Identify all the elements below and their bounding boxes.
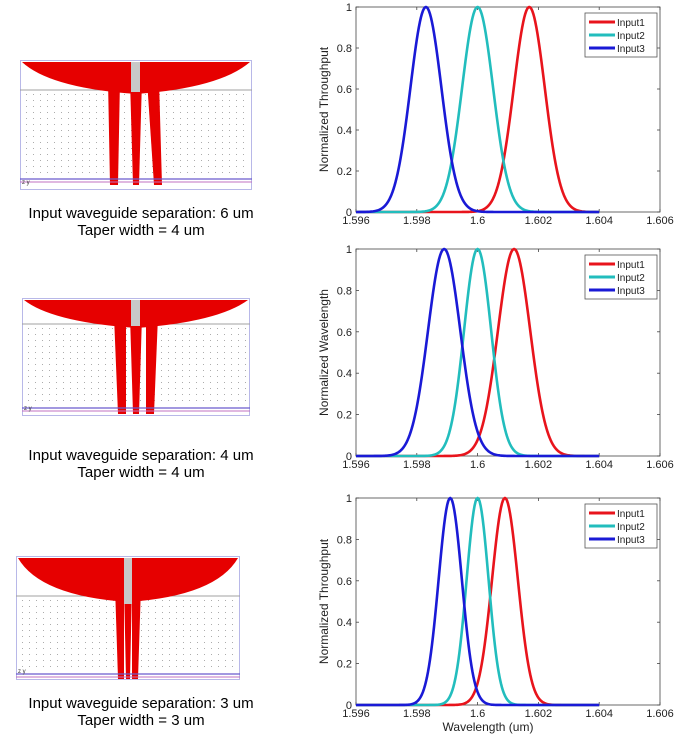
y-tick-label: 0 [346, 700, 352, 712]
y-tick-label: 0.8 [337, 43, 352, 55]
y-tick-label: 0.6 [337, 327, 352, 339]
axis-glyph: z y [22, 180, 30, 186]
input-waveguide-right [147, 80, 162, 185]
y-tick-label: 0.4 [337, 617, 352, 629]
axis-glyph: z y [24, 406, 32, 412]
device-schematic-3: z y [16, 556, 240, 680]
device-schematic-1: z y [20, 60, 252, 190]
y-tick-label: 0.6 [337, 576, 352, 588]
chart-2: 1.596 1.598 1.6 1.602 1.604 1.606 0 0.2 0.4 0.6 0.… [317, 244, 674, 471]
x-tick-label: 1.602 [525, 215, 553, 227]
x-tick-label: 1.596 [342, 708, 370, 720]
axis-glyph: z y [18, 669, 26, 675]
chart-3: 1.596 1.598 1.6 1.602 1.604 1.606 0 0.2 0.4 0.6 0.… [317, 493, 674, 734]
series-line-input3 [355, 247, 600, 458]
legend-label: Input2 [617, 273, 645, 284]
legend-label: Input3 [617, 44, 645, 55]
input-waveguide-right [132, 586, 141, 679]
center-core [131, 62, 140, 92]
x-tick-label: 1.604 [585, 708, 613, 720]
input-waveguide-center [130, 316, 142, 414]
x-tick-label: 1.6 [470, 459, 485, 471]
y-tick-label: 0.4 [337, 125, 352, 137]
device-caption-2-line2: Taper width = 4 um [77, 464, 205, 481]
dot-grid [26, 94, 244, 173]
legend-label: Input1 [617, 260, 645, 271]
x-tick-label: 1.598 [403, 708, 431, 720]
y-tick-label: 0.8 [337, 285, 352, 297]
x-tick-label: 1.606 [646, 215, 674, 227]
device-caption-1-line2: Taper width = 4 um [77, 222, 205, 239]
input-waveguide-right [146, 316, 158, 414]
device-schematic-2: z y [22, 298, 250, 416]
legend-label: Input3 [617, 535, 645, 546]
legend-label: Input1 [617, 509, 645, 520]
x-axis-label: Wavelength (um) [443, 720, 534, 734]
legend: Input1 Input2 Input3 [584, 254, 658, 300]
y-axis-label: Normalized Throughput [317, 46, 331, 172]
x-tick-label: 1.602 [525, 459, 553, 471]
legend: Input1 Input2 Input3 [584, 12, 658, 58]
y-tick-label: 0.2 [337, 659, 352, 671]
x-tick-label: 1.604 [585, 459, 613, 471]
x-tick-label: 1.604 [585, 215, 613, 227]
x-tick-label: 1.6 [470, 215, 485, 227]
y-tick-label: 0 [346, 451, 352, 463]
series-line-input3 [355, 5, 600, 214]
y-axis-label: Normalized Wavelength [317, 289, 331, 416]
legend-label: Input2 [617, 31, 645, 42]
device-caption-3-line2: Taper width = 3 um [77, 712, 205, 729]
x-tick-label: 1.598 [403, 459, 431, 471]
legend-label: Input1 [617, 18, 645, 29]
input-waveguide-center [130, 80, 142, 185]
x-tick-label: 1.602 [525, 708, 553, 720]
y-tick-label: 0.2 [337, 410, 352, 422]
x-tick-label: 1.606 [646, 708, 674, 720]
x-tick-label: 1.598 [403, 215, 431, 227]
legend-label: Input3 [617, 286, 645, 297]
legend-label: Input2 [617, 522, 645, 533]
device-caption-3-line1: Input waveguide separation: 3 um [28, 695, 254, 712]
input-waveguide-left [114, 316, 126, 414]
device-caption-1-line1: Input waveguide separation: 6 um [28, 205, 254, 222]
legend: Input1 Input2 Input3 [584, 503, 658, 549]
y-tick-label: 1 [346, 493, 352, 505]
y-tick-label: 1 [346, 244, 352, 256]
x-tick-label: 1.596 [342, 459, 370, 471]
series-line-input3 [355, 496, 600, 707]
y-tick-label: 0 [346, 207, 352, 219]
y-tick-label: 1 [346, 2, 352, 14]
y-axis-label: Normalized Throughput [317, 538, 331, 664]
center-core [131, 300, 140, 326]
y-tick-label: 0.4 [337, 368, 352, 380]
y-tick-label: 0.6 [337, 84, 352, 96]
input-waveguide-left [115, 586, 124, 679]
input-waveguide-center [124, 586, 132, 679]
x-tick-label: 1.606 [646, 459, 674, 471]
input-waveguide-left [108, 80, 120, 185]
y-tick-label: 0.2 [337, 166, 352, 178]
center-core [124, 558, 132, 604]
x-tick-label: 1.596 [342, 215, 370, 227]
dot-grid [28, 328, 246, 401]
chart-1: 1.596 1.598 1.6 1.602 1.604 1.606 0 0.2 0.4 0.6 0.… [317, 2, 674, 227]
x-tick-label: 1.6 [470, 708, 485, 720]
device-caption-2-line1: Input waveguide separation: 4 um [28, 447, 254, 464]
y-tick-label: 0.8 [337, 534, 352, 546]
